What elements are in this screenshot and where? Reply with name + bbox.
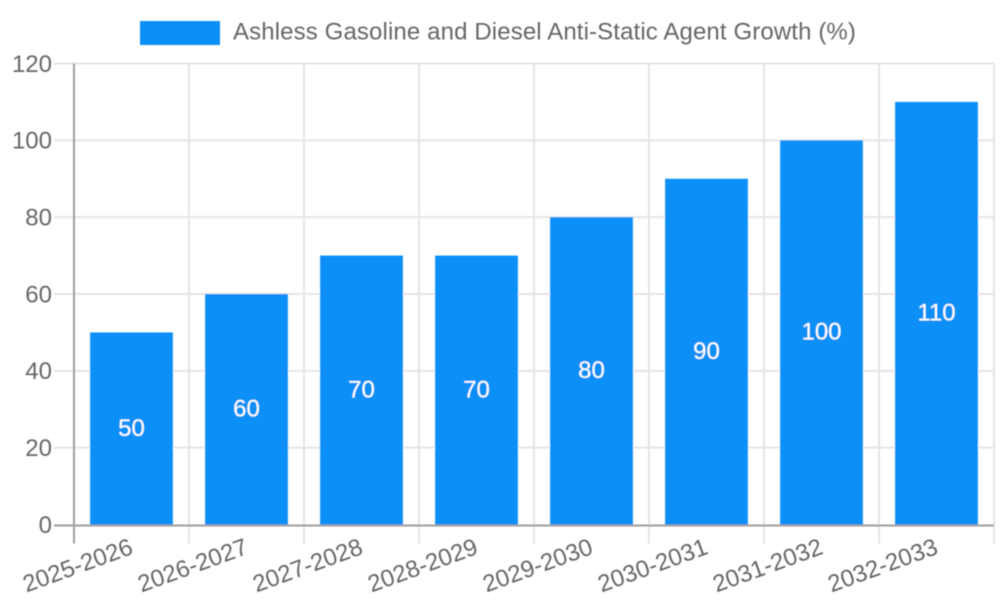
- svg-text:40: 40: [25, 358, 52, 385]
- svg-text:110: 110: [917, 300, 955, 327]
- svg-text:20: 20: [25, 435, 52, 462]
- svg-text:80: 80: [578, 357, 605, 384]
- svg-text:0: 0: [39, 512, 52, 539]
- svg-text:90: 90: [693, 338, 720, 365]
- svg-text:50: 50: [118, 415, 145, 442]
- svg-text:60: 60: [233, 396, 260, 423]
- svg-text:80: 80: [25, 204, 52, 231]
- svg-text:60: 60: [25, 281, 52, 308]
- svg-text:100: 100: [12, 128, 52, 155]
- svg-text:70: 70: [348, 376, 375, 403]
- svg-text:70: 70: [463, 376, 490, 403]
- svg-text:100: 100: [801, 319, 841, 346]
- svg-text:120: 120: [12, 51, 52, 78]
- svg-text:Ashless Gasoline and Diesel An: Ashless Gasoline and Diesel Anti-Static …: [233, 19, 856, 46]
